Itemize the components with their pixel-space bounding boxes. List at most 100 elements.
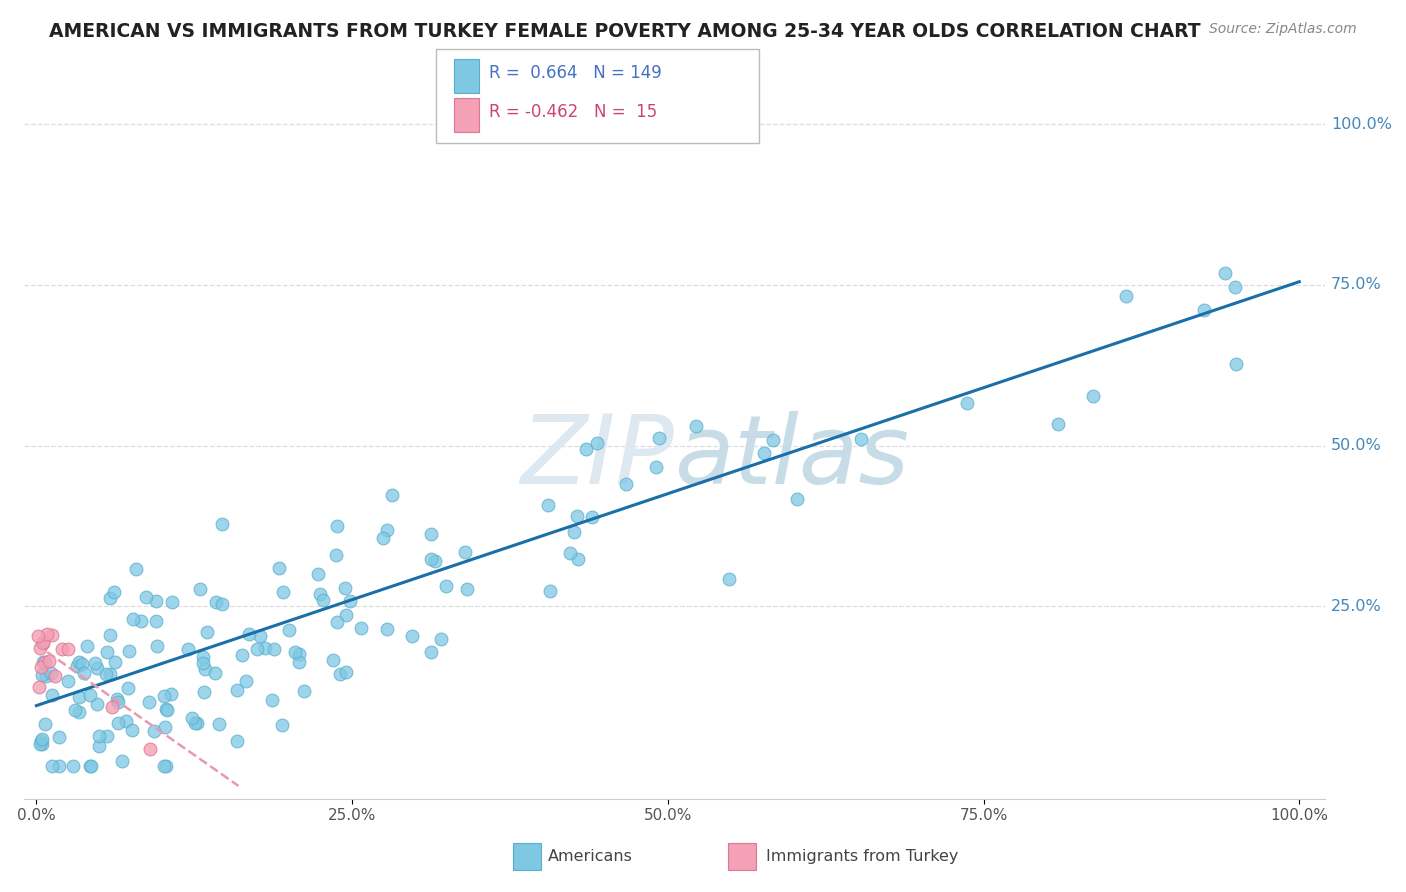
Point: [35, 668, 58, 682]
Point: [188, 582, 211, 596]
Point: [41, 628, 63, 642]
Point: [56, 673, 79, 688]
Point: [326, 615, 349, 629]
Point: [34, 655, 56, 669]
Point: [1213, 266, 1236, 280]
Point: [76, 639, 98, 653]
Point: [115, 714, 138, 728]
Point: [138, 695, 160, 709]
Point: [193, 685, 215, 699]
Point: [246, 642, 269, 657]
Point: [586, 436, 609, 450]
Text: Source: ZipAtlas.com: Source: ZipAtlas.com: [1209, 22, 1357, 37]
Text: atlas: atlas: [673, 411, 910, 504]
Point: [156, 702, 179, 716]
Point: [762, 433, 785, 447]
Point: [311, 593, 333, 607]
Point: [273, 584, 295, 599]
Point: [208, 717, 231, 731]
Point: [420, 526, 443, 541]
Point: [335, 607, 357, 622]
Point: [80, 759, 103, 773]
Point: [752, 445, 775, 459]
Point: [51, 642, 73, 657]
Point: [31, 636, 53, 650]
Point: [335, 665, 357, 679]
Point: [181, 711, 204, 725]
Point: [105, 691, 128, 706]
Text: R =  0.664   N = 149: R = 0.664 N = 149: [489, 64, 662, 82]
Point: [67, 705, 90, 719]
Text: 100.0%: 100.0%: [1331, 117, 1392, 132]
Point: [86, 661, 108, 675]
Point: [160, 687, 183, 701]
Point: [325, 518, 347, 533]
Point: [107, 694, 129, 708]
Point: [350, 621, 373, 635]
Point: [135, 590, 157, 604]
Text: ZIP: ZIP: [520, 411, 673, 504]
Point: [284, 645, 307, 659]
Point: [434, 579, 457, 593]
Point: [101, 700, 124, 714]
Point: [31, 731, 53, 746]
Point: [292, 684, 315, 698]
Point: [186, 715, 208, 730]
Point: [34, 717, 56, 731]
Point: [226, 733, 249, 747]
Point: [145, 594, 167, 608]
Point: [419, 645, 441, 659]
Point: [205, 595, 228, 609]
Point: [430, 632, 453, 646]
Point: [183, 716, 205, 731]
Point: [39, 666, 62, 681]
Point: [118, 643, 141, 657]
Text: 75.0%: 75.0%: [1331, 277, 1382, 293]
Point: [231, 648, 253, 662]
Point: [107, 716, 129, 731]
Point: [456, 582, 478, 596]
Point: [66, 658, 89, 673]
Point: [191, 657, 214, 671]
Point: [62, 759, 84, 773]
Point: [1192, 303, 1215, 318]
Point: [73, 666, 96, 681]
Point: [401, 629, 423, 643]
Point: [225, 682, 247, 697]
Point: [325, 548, 347, 562]
Point: [142, 723, 165, 738]
Point: [30, 640, 52, 655]
Point: [121, 612, 143, 626]
Point: [98, 667, 121, 681]
Point: [238, 627, 260, 641]
Point: [30, 660, 52, 674]
Point: [153, 759, 176, 773]
Point: [121, 723, 143, 738]
Point: [96, 729, 118, 743]
Point: [375, 622, 398, 636]
Point: [110, 754, 132, 768]
Point: [648, 431, 671, 445]
Point: [103, 585, 125, 599]
Point: [1081, 389, 1104, 403]
Point: [558, 546, 581, 560]
Point: [162, 595, 184, 609]
Text: AMERICAN VS IMMIGRANTS FROM TURKEY FEMALE POVERTY AMONG 25-34 YEAR OLDS CORRELAT: AMERICAN VS IMMIGRANTS FROM TURKEY FEMAL…: [49, 22, 1201, 41]
Point: [117, 681, 139, 695]
Point: [98, 627, 121, 641]
Point: [567, 551, 589, 566]
Point: [380, 488, 402, 502]
Point: [67, 655, 90, 669]
Point: [260, 693, 283, 707]
Point: [79, 758, 101, 772]
Point: [155, 759, 177, 773]
Text: 25.0%: 25.0%: [1331, 599, 1382, 614]
Point: [333, 581, 356, 595]
Point: [35, 627, 58, 641]
Point: [956, 396, 979, 410]
Point: [96, 645, 118, 659]
Point: [269, 561, 291, 575]
Point: [307, 566, 329, 581]
Point: [153, 690, 176, 704]
Point: [79, 688, 101, 702]
